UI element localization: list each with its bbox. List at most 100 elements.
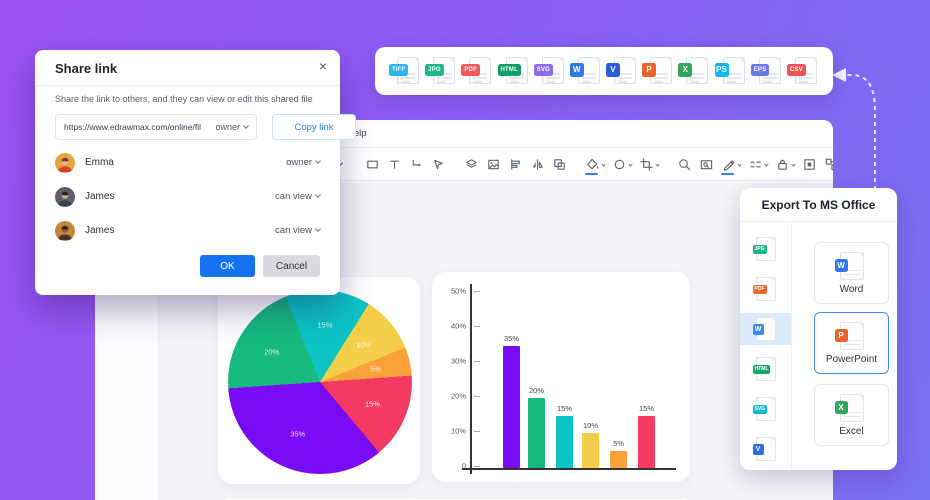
pointer-tool-icon[interactable] — [430, 156, 447, 173]
avatar — [55, 187, 75, 207]
export-format-w[interactable]: W — [740, 313, 791, 345]
share-link-dialog: Share link × Share the link to others, a… — [35, 50, 356, 295]
connector-tool-icon[interactable] — [408, 156, 425, 173]
file-format-html: HTML — [497, 56, 528, 86]
role-label: can view — [275, 225, 312, 236]
format-badge: W — [752, 324, 764, 335]
export-panel: Export To MS Office JPG PDF W HTML SVG V W Wor… — [740, 188, 897, 470]
format-badge: CSV — [786, 64, 806, 76]
close-icon[interactable]: × — [318, 58, 327, 74]
cancel-button[interactable]: Cancel — [263, 255, 320, 277]
export-format-html[interactable]: HTML — [740, 353, 791, 385]
frame-icon[interactable] — [551, 156, 568, 173]
role-label: can view — [275, 191, 312, 202]
pen-color-icon[interactable] — [720, 156, 742, 175]
pie-slice-label: 5% — [370, 364, 381, 374]
document-icon: V — [752, 437, 776, 461]
inner-square-icon[interactable] — [801, 156, 818, 173]
file-format-jpg: JPG — [425, 56, 456, 86]
export-format-pdf[interactable]: PDF — [740, 273, 791, 305]
pie-slice-label: 15% — [364, 399, 380, 409]
pie-slice-label: 15% — [317, 320, 333, 330]
file-format-p: P — [642, 56, 673, 86]
copy-link-button[interactable]: Copy link — [272, 114, 356, 140]
insert-image-icon[interactable] — [485, 156, 502, 173]
crop-icon[interactable] — [638, 156, 660, 173]
format-badge: SVG — [533, 64, 553, 76]
file-format-ps: PS — [714, 56, 745, 86]
menu-help[interactable]: Help — [347, 128, 367, 139]
shape-outline-icon[interactable] — [611, 156, 633, 173]
export-format-svg[interactable]: SVG — [740, 393, 791, 425]
export-card-excel[interactable]: X Excel — [814, 384, 889, 446]
export-card-powerpoint[interactable]: P PowerPoint — [814, 312, 889, 374]
find-replace-icon[interactable] — [698, 156, 715, 173]
role-dropdown[interactable]: can view — [275, 191, 321, 202]
lock-icon[interactable] — [774, 156, 796, 173]
export-format-v[interactable]: V — [740, 433, 791, 465]
align-icon[interactable] — [507, 156, 524, 173]
text-tool-icon[interactable] — [386, 156, 403, 173]
chevron-down-icon — [315, 192, 321, 198]
pie-chart — [228, 290, 412, 474]
format-badge: V — [606, 63, 621, 77]
bar-b — [528, 398, 545, 468]
share-url-value: https://www.edrawmax.com/online/fil — [64, 122, 201, 132]
flip-mirror-icon[interactable] — [529, 156, 546, 173]
line-style-icon[interactable] — [747, 156, 769, 173]
document-icon: W — [752, 317, 776, 341]
document-icon: SVG — [752, 397, 776, 421]
format-badge: P — [834, 328, 848, 342]
y-tick-label: 20% — [450, 391, 466, 401]
dashed-arrow — [832, 68, 876, 198]
format-badge: X — [678, 63, 693, 77]
y-tick-mark — [474, 431, 480, 432]
role-selector[interactable]: owner — [215, 122, 249, 132]
format-badge: PDF — [752, 285, 767, 294]
chevron-down-icon — [655, 161, 660, 167]
dialog-title: Share link — [55, 61, 118, 76]
layers-icon[interactable] — [463, 156, 480, 173]
export-panel-title: Export To MS Office — [740, 188, 897, 222]
document-icon: P — [834, 321, 864, 350]
y-tick-label: 50% — [450, 286, 466, 296]
user-name: James — [85, 225, 115, 236]
format-badge: W — [569, 63, 584, 77]
format-badge: JPG — [752, 245, 767, 254]
zoom-search-icon[interactable] — [676, 156, 693, 173]
user-row: Emma owner — [35, 146, 340, 180]
export-card-label: Excel — [839, 425, 864, 437]
document-icon: W — [834, 251, 864, 280]
chevron-down-icon — [764, 161, 769, 167]
format-badge: SVG — [752, 405, 768, 414]
y-tick-label: 40% — [450, 321, 466, 331]
bar-a — [503, 345, 520, 468]
bar-value-label: 15% — [638, 403, 654, 413]
chevron-down-icon — [601, 161, 606, 167]
bar-value-label: 10% — [582, 421, 598, 430]
format-badge: PS — [714, 63, 729, 77]
role-dropdown[interactable]: can view — [275, 225, 321, 236]
share-url-input[interactable]: https://www.edrawmax.com/online/fil owne… — [55, 114, 257, 140]
export-format-jpg[interactable]: JPG — [740, 233, 791, 265]
group-objects-icon[interactable] — [823, 156, 833, 173]
dialog-header: Share link × — [35, 50, 340, 86]
role-label: owner — [286, 157, 312, 168]
avatar — [55, 153, 75, 173]
ok-button[interactable]: OK — [200, 255, 255, 277]
y-tick-label: 0 — [461, 461, 466, 471]
format-badge: P — [642, 63, 657, 77]
bar-value-label: 20% — [528, 386, 544, 395]
user-name: James — [85, 191, 115, 202]
export-card-word[interactable]: W Word — [814, 242, 889, 304]
fill-color-icon[interactable] — [584, 156, 606, 175]
y-tick-mark — [474, 361, 480, 362]
role-dropdown[interactable]: owner — [286, 157, 321, 168]
user-row: James can view — [35, 180, 340, 214]
avatar — [55, 221, 75, 241]
shape-rectangle-icon[interactable] — [364, 156, 381, 173]
document-icon: JPG — [752, 237, 776, 261]
y-tick-mark — [474, 396, 480, 397]
format-badge: HTML — [497, 64, 521, 76]
color-underline — [721, 172, 734, 175]
